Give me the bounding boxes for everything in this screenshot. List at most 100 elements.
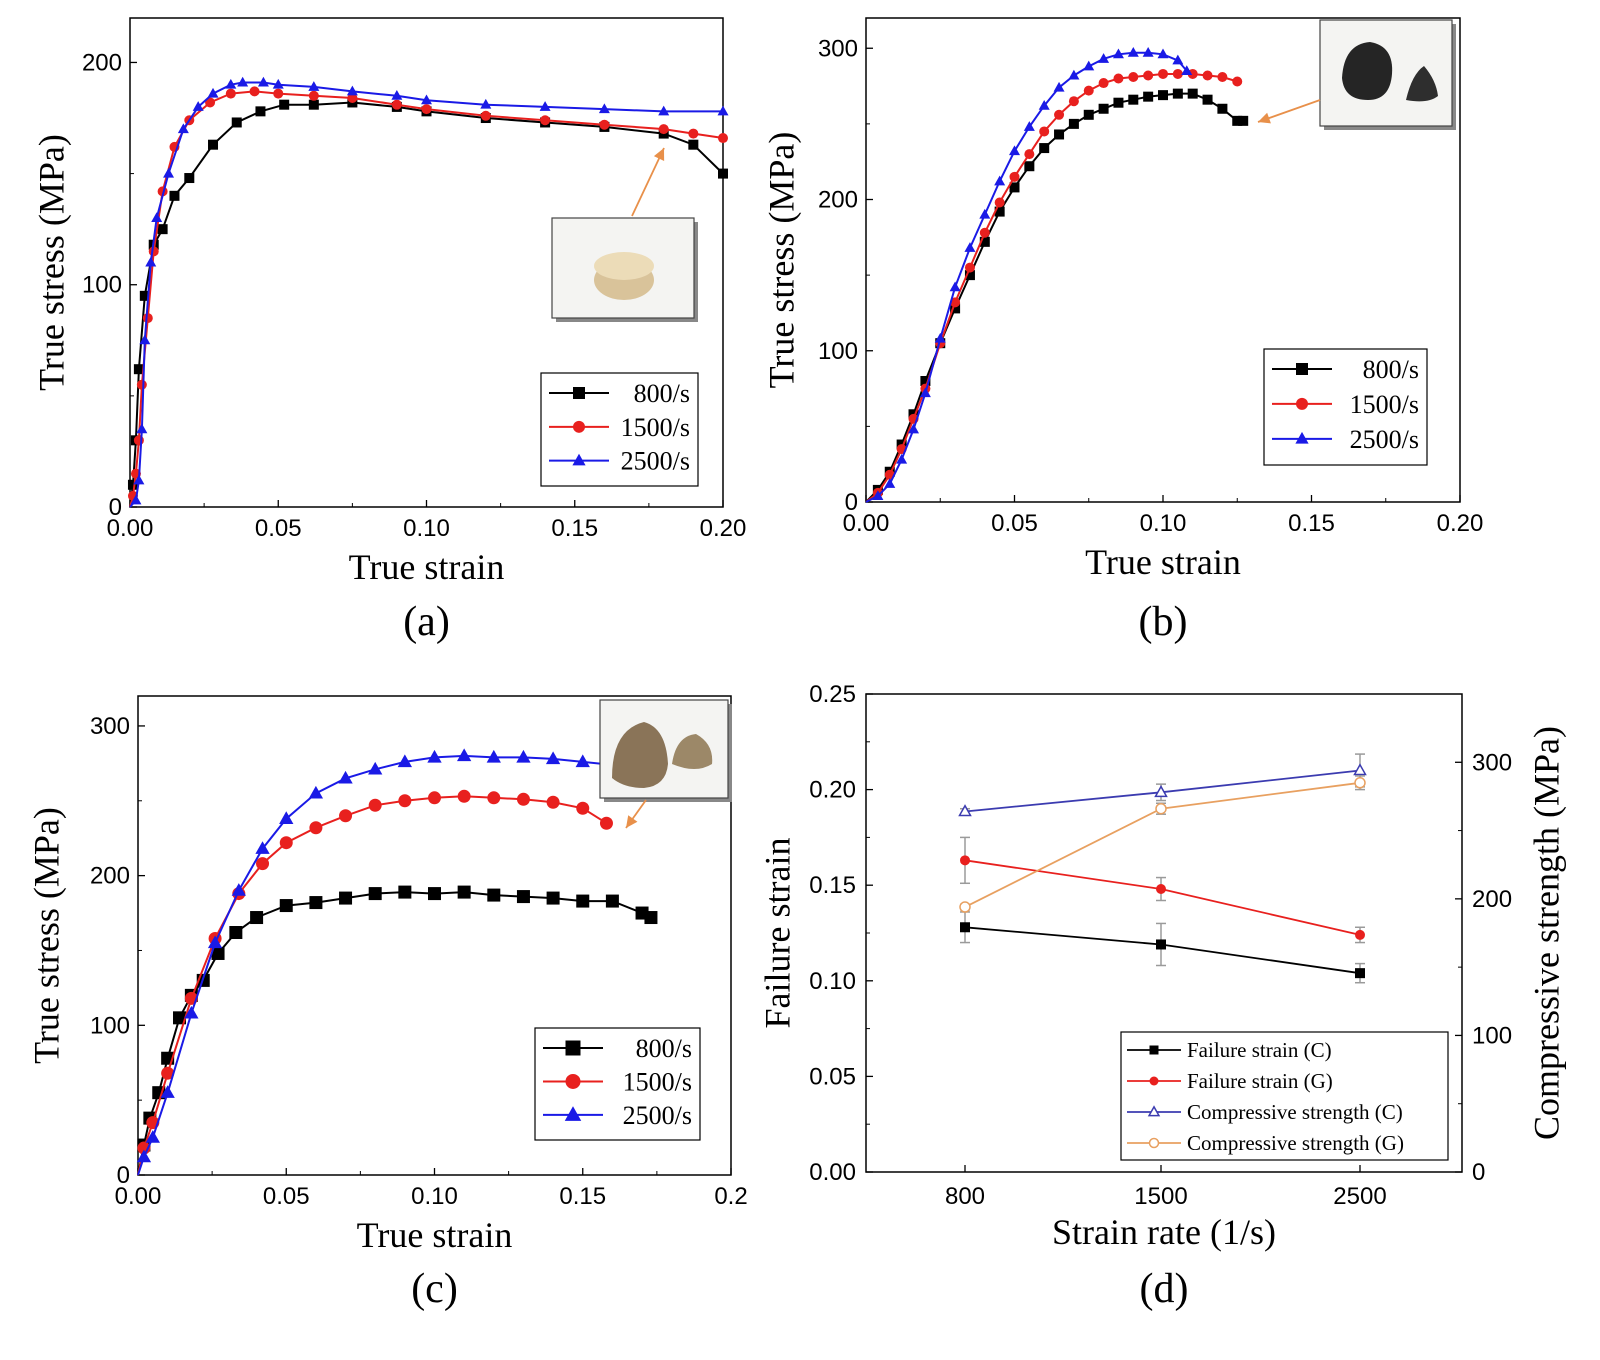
- data-point: [1238, 115, 1249, 126]
- data-point: [546, 891, 560, 905]
- y-tick-label: 200: [90, 863, 130, 890]
- y-axis-label: True stress (MPa): [26, 807, 66, 1064]
- data-point: [1083, 60, 1095, 71]
- data-point: [644, 911, 658, 925]
- data-point: [309, 821, 323, 835]
- data-point: [1098, 103, 1109, 114]
- data-point: [207, 87, 219, 98]
- data-point: [225, 88, 236, 99]
- data-point: [457, 885, 471, 899]
- legend-marker: [1296, 397, 1308, 410]
- data-point: [994, 175, 1006, 186]
- data-point: [391, 99, 402, 110]
- data-point: [1158, 90, 1168, 101]
- data-point: [308, 99, 319, 110]
- data-point: [545, 751, 561, 765]
- data-point: [960, 922, 970, 933]
- data-point: [279, 836, 293, 850]
- legend-label: 1500/s: [621, 413, 690, 442]
- legend: 800/s 1500/s 2500/s: [1263, 348, 1428, 466]
- data-point: [391, 90, 403, 100]
- legend-label: 1500/s: [1350, 390, 1419, 419]
- panel-d: 800 1500 2500 0.00 0.05 0.10 0.15 0.20 0.25 0 100 2…: [757, 681, 1566, 1312]
- data-point: [368, 798, 382, 812]
- legend-marker: [573, 387, 585, 399]
- data-point: [1113, 73, 1124, 84]
- arrow-head: [653, 148, 665, 161]
- data-point: [1353, 763, 1367, 776]
- data-point: [950, 303, 961, 314]
- data-point: [308, 90, 319, 101]
- data-point: [994, 206, 1005, 217]
- data-point: [427, 749, 442, 763]
- data-point: [960, 855, 970, 866]
- legend-marker: [1296, 363, 1308, 375]
- x-tick-label: 0.2: [714, 1183, 747, 1210]
- data-point: [398, 794, 412, 808]
- series-1: [137, 789, 613, 1176]
- data-point: [338, 770, 353, 784]
- data-point: [308, 81, 320, 91]
- y-axis-label: Failure strain: [757, 838, 797, 1029]
- legend-label: 2500/s: [621, 447, 690, 476]
- data-point: [1155, 802, 1167, 815]
- data-point: [919, 387, 931, 398]
- panel-b: 0.00 0.05 0.10 0.15 0.20 0 100 200 300 True strai…: [761, 17, 1483, 645]
- data-point: [540, 115, 551, 126]
- legend-box: [1120, 1031, 1449, 1161]
- data-point: [979, 227, 990, 238]
- data-point: [136, 379, 147, 390]
- data-point: [1054, 129, 1065, 140]
- y-tick-label: 200: [82, 49, 122, 76]
- data-point: [964, 262, 975, 273]
- data-point: [1142, 47, 1154, 57]
- fragment-large: [1342, 42, 1393, 100]
- data-point: [139, 290, 150, 301]
- data-point: [718, 168, 728, 179]
- data-point: [480, 98, 492, 109]
- data-point: [133, 364, 144, 375]
- y-right-tick-label: 300: [1472, 749, 1512, 776]
- panel-label: (b): [1139, 599, 1188, 645]
- cylindrical-specimen-photo: [551, 217, 698, 322]
- legend-marker: [1149, 1076, 1159, 1086]
- legend-marker: [1295, 431, 1309, 444]
- data-point: [225, 78, 237, 89]
- data-point: [231, 883, 246, 896]
- y-right-tick-label: 0: [1472, 1159, 1485, 1186]
- data-point: [1158, 68, 1168, 79]
- series-2: [865, 47, 1193, 503]
- data-point: [688, 139, 699, 150]
- y-tick-label: 0: [117, 1162, 130, 1189]
- data-point: [145, 256, 157, 267]
- data-point: [1128, 71, 1139, 82]
- data-point: [1112, 48, 1124, 59]
- legend-label: Compressive strength (C): [1187, 1100, 1403, 1124]
- data-point: [1217, 71, 1228, 82]
- data-point: [279, 899, 293, 913]
- y-tick-label: 0.15: [809, 872, 856, 899]
- data-point: [136, 423, 148, 434]
- data-point: [1143, 70, 1154, 81]
- data-point: [1232, 115, 1243, 126]
- y-tick-label: 0.05: [809, 1063, 856, 1090]
- data-point: [964, 270, 975, 281]
- data-point: [139, 334, 151, 345]
- x-tick-label: 0.15: [1288, 510, 1335, 537]
- data-point: [1068, 118, 1079, 129]
- data-point: [884, 478, 896, 488]
- data-point: [487, 888, 501, 902]
- data-point: [273, 88, 284, 99]
- data-point: [1202, 70, 1213, 81]
- data-point: [896, 453, 908, 464]
- x-tick-label: 0.05: [991, 510, 1038, 537]
- y-tick-label: 300: [90, 713, 130, 740]
- arrow-head: [1258, 112, 1271, 124]
- legend-marker: [565, 1040, 581, 1056]
- data-point: [688, 128, 699, 139]
- panel-label: (d): [1140, 1266, 1189, 1312]
- data-point: [279, 811, 294, 824]
- legend: 800/s 1500/s 2500/s: [534, 1027, 701, 1141]
- data-point: [177, 123, 189, 134]
- panel-c: 0.00 0.05 0.10 0.15 0.2 0 100 200 300 True strain…: [26, 695, 748, 1312]
